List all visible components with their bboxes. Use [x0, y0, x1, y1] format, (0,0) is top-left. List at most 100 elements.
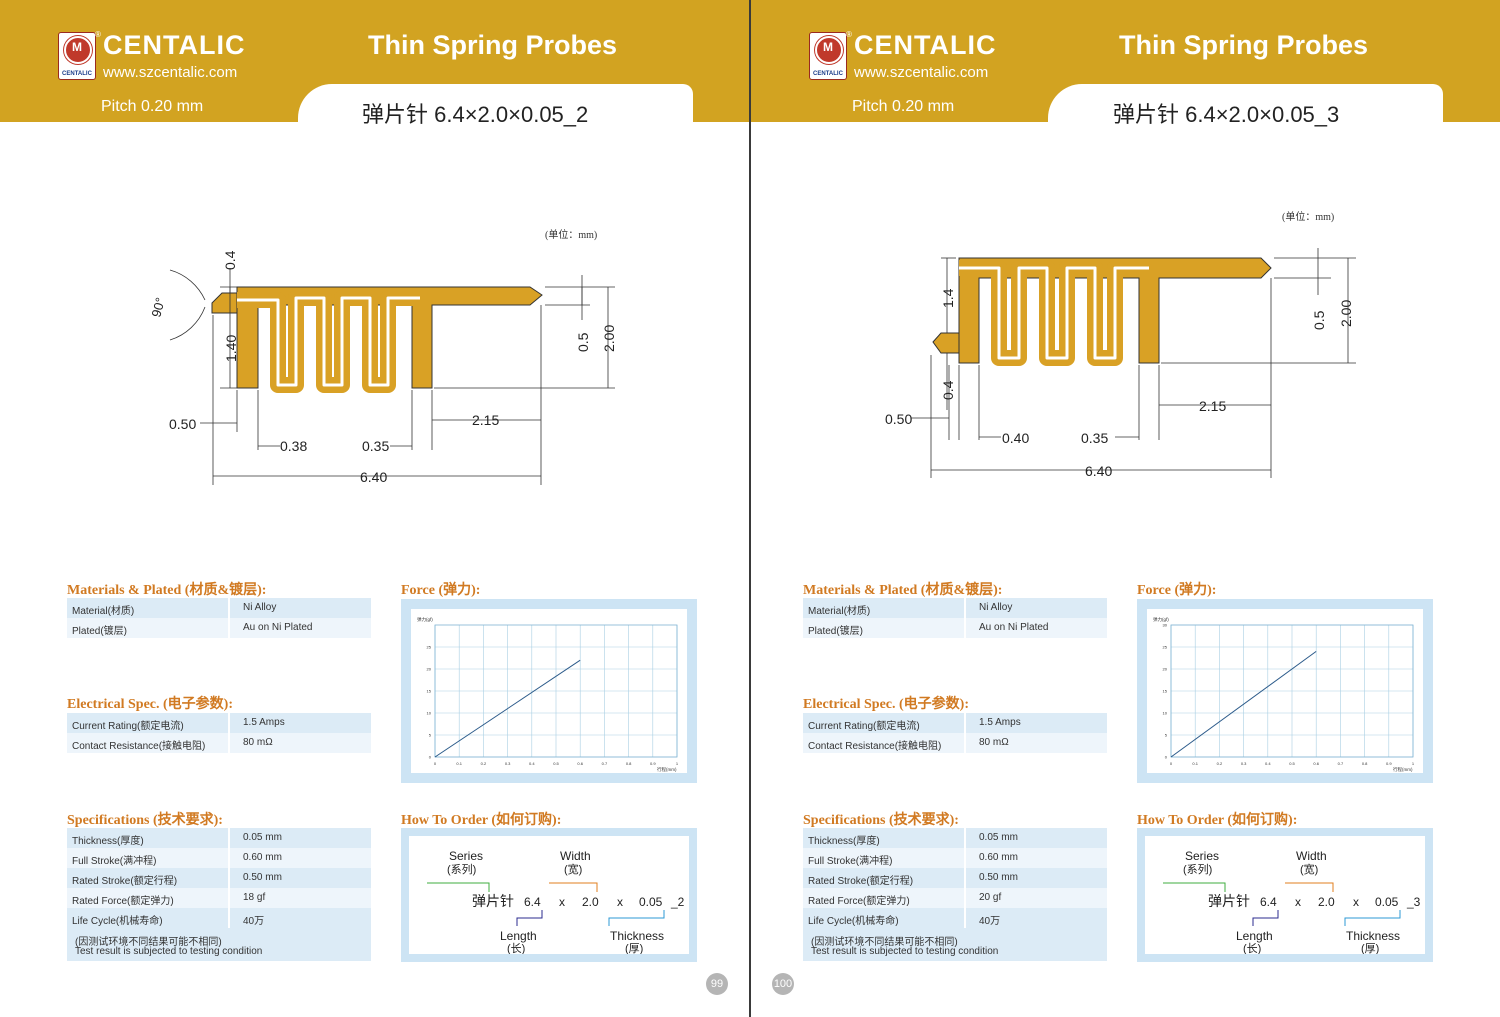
svg-text:Thickness: Thickness [610, 929, 664, 943]
force-series-line [1170, 650, 1317, 758]
x-axis-label: 行程(mm) [657, 766, 677, 773]
force-chart: 0 0.1 0.2 0.3 0.4 0.5 0.6 0.7 0.8 0.9 1 0 5 10 15 20 25 弹… [401, 599, 697, 783]
y-axis-label: 弹力(gf) [417, 616, 433, 623]
y-tick-label: 10 [427, 711, 432, 716]
table-row: Life Cycle(机械寿命) 40万 [803, 908, 1107, 928]
table-row: Current Rating(额定电流) 1.5 Amps [803, 713, 1107, 733]
test-condition-note: (因测试环境不同结果可能不相同) Test result is subjected… [67, 928, 371, 961]
svg-text:(厚): (厚) [625, 942, 643, 954]
svg-text:90°: 90° [148, 296, 168, 319]
y-tick-label: 25 [427, 645, 432, 650]
materials-table: Material(材质) Ni Alloy Plated(镀层) Au on Ni … [803, 598, 1107, 638]
svg-text:6.40: 6.40 [1085, 463, 1112, 479]
svg-text:1.40: 1.40 [223, 335, 239, 362]
order-code-diagram: Series (系列) Width (宽) 弹片针 6.4 x 2.0 x 0.… [1163, 849, 1421, 955]
svg-text:Series: Series [449, 849, 483, 863]
website-url: www.szcentalic.com [854, 64, 989, 81]
svg-text:0.5: 0.5 [1311, 310, 1327, 330]
table-row: Rated Force(额定弹力) 18 gf [67, 888, 371, 908]
specifications-title: Specifications (技术要求): [803, 813, 959, 828]
table-row: Thickness(厚度) 0.05 mm [67, 828, 371, 848]
electrical-table: Current Rating(额定电流) 1.5 Amps Contact Res… [803, 713, 1107, 753]
svg-text:1.4: 1.4 [940, 288, 956, 308]
x-tick-label: 0.8 [626, 761, 632, 766]
svg-text:_2: _2 [670, 895, 685, 909]
plot-frame [434, 624, 678, 758]
svg-text:0.40: 0.40 [1002, 430, 1029, 446]
probe-drawing: (单位：mm) [148, 228, 617, 485]
y-tick-label: 25 [1163, 645, 1168, 650]
svg-text:弹片针: 弹片针 [472, 893, 514, 909]
table-row: Material(材质) Ni Alloy [803, 598, 1107, 618]
book-spine [749, 0, 751, 1017]
svg-text:2.00: 2.00 [601, 325, 617, 352]
table-row: Contact Resistance(接触电阻) 80 mΩ [67, 733, 371, 753]
table-row: Rated Stroke(额定行程) 0.50 mm [67, 868, 371, 888]
svg-text:6.40: 6.40 [360, 469, 387, 485]
x-tick-label: 1 [1412, 761, 1415, 766]
product-title: 弹片针 6.4×2.0×0.05_3 [1113, 102, 1340, 127]
specifications-table: Thickness(厚度) 0.05 mm Full Stroke(满冲程) 0.6… [67, 828, 371, 961]
x-tick-label: 0.5 [1289, 761, 1295, 766]
x-tick-label: 0.6 [577, 761, 583, 766]
table-row: Current Rating(额定电流) 1.5 Amps [67, 713, 371, 733]
order-code-diagram: Series (系列) Width (宽) 弹片针 6.4 x 2.0 x 0.… [427, 849, 685, 955]
force-title: Force (弹力): [1137, 583, 1217, 598]
svg-text:0.35: 0.35 [362, 438, 389, 454]
force-chart-svg: 0 0.1 0.2 0.3 0.4 0.5 0.6 0.7 0.8 0.9 105101520253… [1147, 609, 1423, 773]
force-title: Force (弹力): [401, 583, 481, 598]
svg-text:(长): (长) [507, 942, 525, 954]
specifications-table: Thickness(厚度) 0.05 mm Full Stroke(满冲程) 0.6… [803, 828, 1107, 961]
probe-drawing: (单位：mm) 6.40 0.50 [885, 210, 1356, 479]
svg-text:0.50: 0.50 [885, 411, 912, 427]
table-row: Full Stroke(满冲程) 0.60 mm [67, 848, 371, 868]
specifications-title: Specifications (技术要求): [67, 813, 223, 828]
electrical-table: Current Rating(额定电流) 1.5 Amps Contact Res… [67, 713, 371, 753]
svg-text:0.4: 0.4 [222, 250, 238, 270]
pitch-label: Pitch 0.20 mm [852, 98, 955, 115]
x-tick-label: 1 [676, 761, 679, 766]
header-title: Thin Spring Probes [368, 30, 618, 60]
table-row: Plated(镀层) Au on Ni Plated [803, 618, 1107, 638]
svg-text:(宽): (宽) [564, 862, 582, 876]
centalic-logo: M CENTALIC [58, 32, 96, 80]
y-tick-label: 0 [1165, 755, 1168, 760]
svg-text:(长): (长) [1243, 942, 1261, 954]
centalic-logo: M CENTALIC [809, 32, 847, 80]
test-condition-note: (因测试环境不同结果可能不相同) Test result is subjected… [803, 928, 1107, 961]
y-tick-label: 15 [1163, 689, 1168, 694]
svg-text:(系列): (系列) [447, 862, 476, 876]
svg-text:2.00: 2.00 [1338, 300, 1354, 327]
header-title: Thin Spring Probes [1119, 30, 1369, 60]
y-axis-label: 弹力(gf) [1153, 616, 1169, 623]
x-tick-label: 0.5 [553, 761, 559, 766]
electrical-title: Electrical Spec. (电子参数): [67, 697, 234, 712]
brand-name: CENTALIC [103, 30, 246, 60]
svg-text:0.4: 0.4 [940, 380, 956, 400]
pitch-label: Pitch 0.20 mm [101, 98, 204, 115]
svg-text:0.38: 0.38 [280, 438, 307, 454]
svg-text:0.05: 0.05 [639, 895, 663, 909]
y-tick-label: 20 [427, 667, 432, 672]
svg-text:0.05: 0.05 [1375, 895, 1399, 909]
x-tick-label: 0.4 [529, 761, 535, 766]
svg-text:Length: Length [500, 929, 537, 943]
y-tick-label: 5 [429, 733, 432, 738]
website-url: www.szcentalic.com [103, 64, 238, 81]
svg-text:2.0: 2.0 [1318, 895, 1335, 909]
x-tick-label: 0 [434, 761, 437, 766]
svg-text:Width: Width [1296, 849, 1327, 863]
materials-title: Materials & Plated (材质&镀层): [67, 583, 267, 598]
svg-text:x: x [617, 895, 623, 909]
order-box: Series (系列) Width (宽) 弹片针 6.4 x 2.0 x 0.… [1137, 828, 1433, 962]
title-tab [298, 84, 693, 134]
x-tick-label: 0.1 [1192, 761, 1198, 766]
title-tab [1048, 84, 1443, 134]
page-number: 99 [706, 973, 728, 995]
x-tick-label: 0.7 [1338, 761, 1344, 766]
svg-text:Width: Width [560, 849, 591, 863]
svg-text:_3: _3 [1406, 895, 1421, 909]
svg-text:6.4: 6.4 [524, 895, 541, 909]
svg-text:(宽): (宽) [1300, 862, 1318, 876]
svg-text:2.15: 2.15 [1199, 398, 1226, 414]
